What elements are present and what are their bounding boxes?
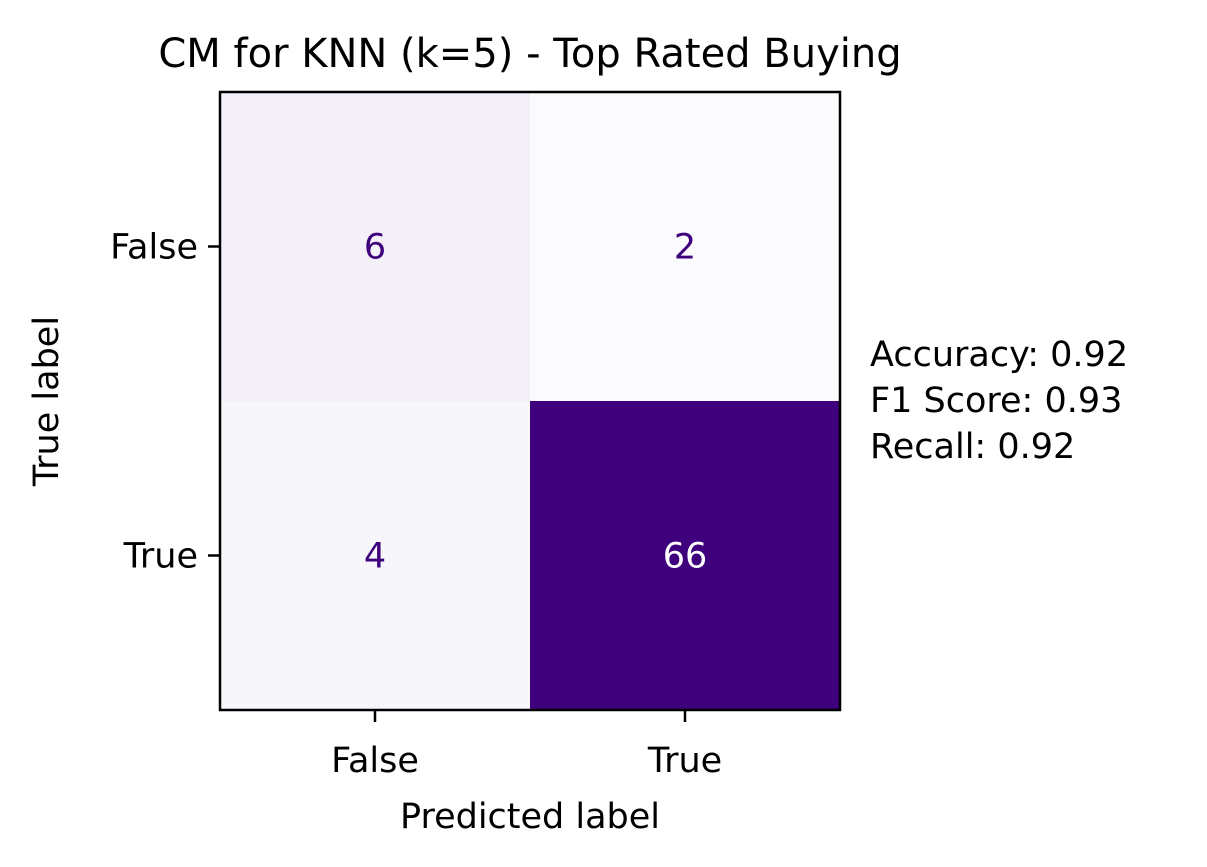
cell-annotations: 6 2 4 66 <box>364 228 707 577</box>
chart-title: CM for KNN (k=5) - Top Rated Buying <box>158 31 901 77</box>
cell-value-1-0: 4 <box>364 537 386 577</box>
y-tick-label: True <box>123 537 198 577</box>
y-axis-ticks: False True <box>110 228 220 577</box>
f1-score-text: F1 Score: 0.93 <box>870 381 1123 421</box>
x-tick-label: True <box>647 741 722 781</box>
x-axis-ticks: False True <box>331 710 722 781</box>
matrix-cell-1-0 <box>220 401 531 711</box>
cell-value-1-1: 66 <box>663 537 708 577</box>
accuracy-text: Accuracy: 0.92 <box>870 335 1129 375</box>
y-axis-label: True label <box>27 316 67 487</box>
x-tick-label: False <box>331 741 419 781</box>
cell-value-0-0: 6 <box>364 228 386 268</box>
x-axis-label: Predicted label <box>400 797 660 837</box>
y-tick-label: False <box>110 228 198 268</box>
axes-frame <box>218 90 842 712</box>
cell-value-0-1: 2 <box>674 228 696 268</box>
matrix-cell-0-0 <box>220 92 531 402</box>
metrics-annotation: Accuracy: 0.92 F1 Score: 0.93 Recall: 0.… <box>870 332 1128 470</box>
matrix-cells <box>220 92 841 711</box>
matrix-cell-1-1 <box>530 401 841 711</box>
matrix-cell-0-1 <box>530 92 841 402</box>
recall-text: Recall: 0.92 <box>870 427 1076 467</box>
